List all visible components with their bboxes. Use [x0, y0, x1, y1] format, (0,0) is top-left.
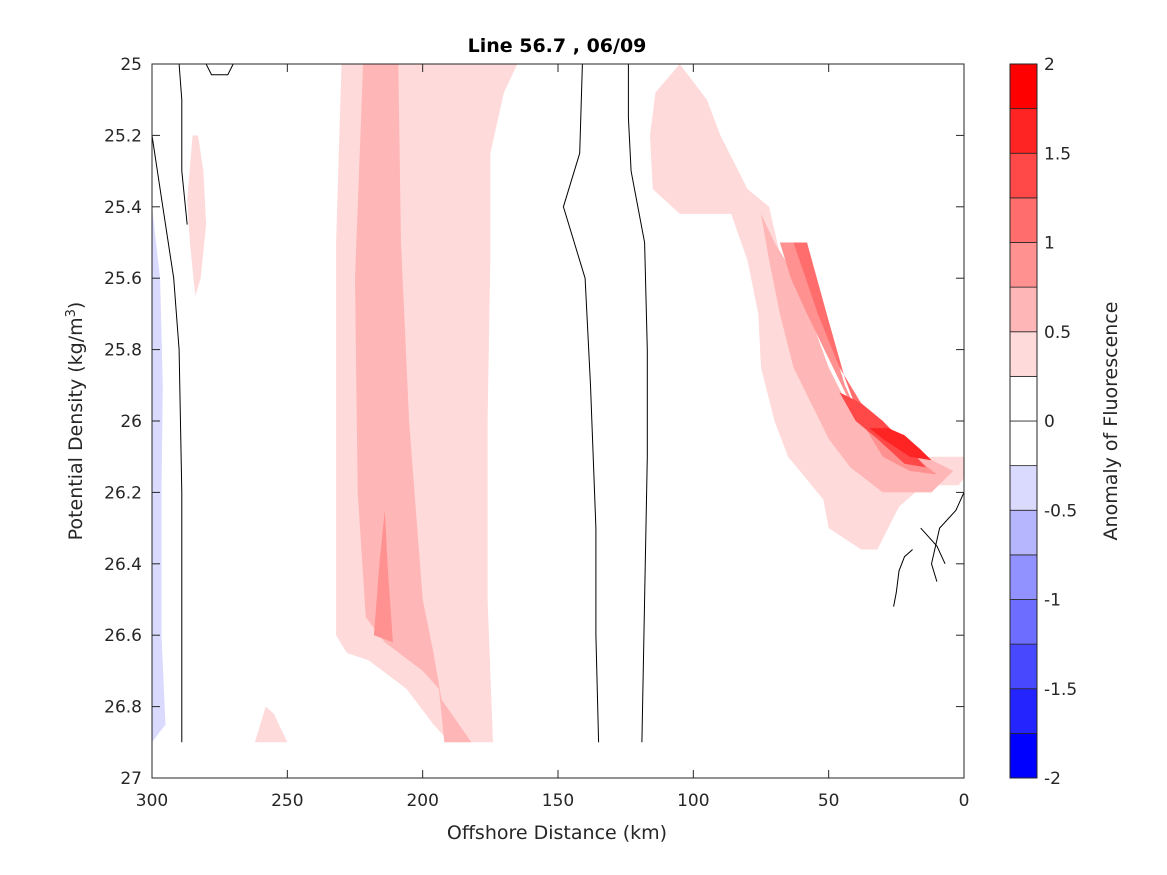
- y-axis-title-main: Potential Density (kg/m: [65, 317, 87, 540]
- y-tick-label: 26.2: [104, 483, 142, 503]
- colorbar-swatch: [1009, 599, 1038, 645]
- colorbar-swatch: [1009, 331, 1038, 377]
- y-axis-title-close: ): [65, 302, 87, 309]
- contour-c-line: [205, 63, 234, 76]
- colorbar-tick-label: 0.5: [1044, 323, 1071, 343]
- y-tick-label: 25.8: [104, 341, 142, 361]
- colorbar-tick-label: 0: [1044, 412, 1055, 432]
- contour-region-nearshore-l4: [793, 242, 910, 457]
- colorbar-swatch: [1009, 465, 1038, 511]
- y-tick-label: 25.4: [104, 198, 142, 218]
- colorbar-swatch: [1009, 375, 1038, 422]
- colorbar-tick-label: 1.5: [1044, 144, 1071, 164]
- contour-region-nearshore-l6: [869, 428, 932, 461]
- colorbar-swatch: [1009, 554, 1038, 600]
- y-axis: 25 25.2 25.4 25.6 25.8 26 26.2 26.4 26.6 26.8 27: [104, 55, 964, 789]
- colorbar-tick-label: -2: [1044, 769, 1061, 789]
- contour-b-line: [178, 63, 188, 225]
- x-axis-title: Offshore Distance (km): [447, 822, 667, 844]
- x-tick-label: 150: [542, 791, 574, 811]
- x-tick-label: 100: [677, 791, 709, 811]
- y-tick-label: 26.6: [104, 626, 142, 646]
- colorbar-swatch: [1009, 63, 1038, 110]
- colorbar-title: Anomaly of Fluorescence: [1100, 302, 1122, 541]
- contour-f-line: [930, 492, 965, 582]
- colorbar-frame: [1009, 63, 1038, 779]
- x-tick-label: 300: [136, 791, 168, 811]
- contour-region-nearshore-l2: [761, 213, 954, 493]
- colorbar-tick-label: 2: [1044, 55, 1055, 75]
- x-tick-label: 0: [959, 791, 970, 811]
- contour-e-line: [627, 64, 648, 743]
- y-axis-title: Potential Density (kg/m3): [64, 302, 87, 541]
- colorbar-swatch: [1009, 242, 1038, 288]
- contour-region-patch-280km: [187, 135, 207, 296]
- colorbar-tick-label: -1: [1044, 591, 1061, 611]
- x-tick-label: 200: [406, 791, 438, 811]
- filled-contour-regions: [152, 64, 964, 743]
- y-tick-label: 25.2: [104, 126, 142, 146]
- y-tick-label: 25: [120, 55, 142, 75]
- plot-area: [151, 63, 965, 778]
- plot-frame: [151, 63, 965, 779]
- y-tick-label: 26.4: [104, 555, 142, 575]
- contour-a-line: [151, 135, 183, 743]
- x-tick-label: 50: [818, 791, 840, 811]
- y-tick-label: 27: [120, 769, 142, 789]
- y-tick-label: 26.8: [104, 698, 142, 718]
- colorbar-swatch: [1009, 152, 1038, 199]
- colorbar-swatch: [1009, 643, 1038, 690]
- y-tick-label: 26: [120, 412, 142, 432]
- colorbar-ticks: 2 1.5 1 0.5 0 -0.5 -1 -1.5 -2: [1044, 55, 1077, 789]
- colorbar-tick-label: 1: [1044, 234, 1055, 254]
- colorbar-swatch: [1009, 286, 1038, 333]
- x-tick-label: 250: [271, 791, 303, 811]
- contour-region-band-200km-inner: [373, 510, 393, 643]
- colorbar-swatch: [1009, 509, 1038, 556]
- chart-title: Line 56.7 , 06/09: [468, 35, 647, 57]
- colorbar: [1009, 63, 1038, 779]
- colorbar-swatch: [1009, 108, 1038, 154]
- y-axis-title-superscript: 3: [64, 309, 79, 317]
- contour-region-blue-patch-300km: [152, 206, 166, 743]
- contour-h-line: [893, 549, 913, 607]
- colorbar-tick-label: -0.5: [1044, 501, 1077, 521]
- colorbar-swatch: [1009, 732, 1038, 779]
- colorbar-swatch: [1009, 197, 1038, 243]
- colorbar-swatch: [1009, 688, 1038, 734]
- contour-d-line: [562, 63, 600, 743]
- colorbar-swatch: [1009, 420, 1038, 467]
- contour-region-patch-260km-bottom: [254, 706, 288, 743]
- y-tick-label: 25.6: [104, 269, 142, 289]
- zero-contour-lines: [151, 63, 965, 743]
- contour-g-line: [920, 527, 946, 565]
- colorbar-tick-label: -1.5: [1044, 680, 1077, 700]
